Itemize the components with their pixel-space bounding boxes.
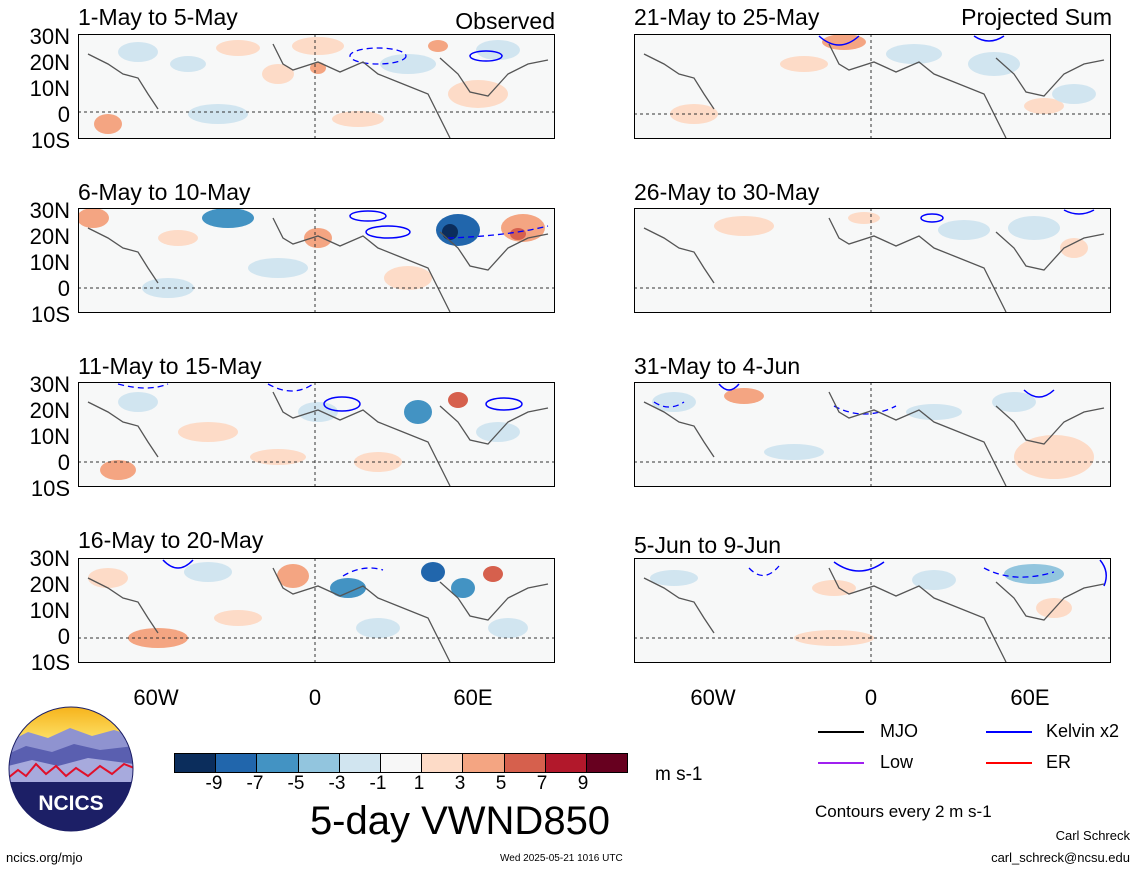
ncics-logo-text: NCICS [38, 792, 103, 815]
footer-author: Carl Schreck [1055, 828, 1130, 843]
colorbar-tick-label: 9 [577, 773, 589, 794]
lat-label-20n: 20N [29, 224, 70, 249]
map-panel-2 [78, 208, 555, 313]
colorbar-tick-label: -7 [246, 773, 264, 794]
lon-label-0-left: 0 [308, 685, 322, 710]
panel-title-8: 5-Jun to 9-Jun [634, 532, 782, 558]
colorbar-swatch [422, 754, 464, 772]
colorbar-swatch [586, 754, 628, 772]
map-panel-8 [634, 558, 1111, 663]
panel-title-6: 26-May to 30-May [634, 179, 820, 205]
projected-sum-label: Projected Sum [961, 4, 1112, 30]
lon-label-60e-right: 60E [1010, 685, 1050, 710]
map-panel-7 [634, 382, 1111, 487]
panel-title-7: 31-May to 4-Jun [634, 353, 801, 379]
lat-label-10n: 10N [29, 76, 70, 101]
legend-er-label: ER [1046, 752, 1072, 772]
map-panel-3 [78, 382, 555, 487]
legend-kelvin-line [986, 731, 1032, 733]
lat-label-30n: 30N [29, 546, 70, 571]
map-panel-5 [634, 34, 1111, 139]
colorbar-swatch [257, 754, 299, 772]
lat-label-10n: 10N [29, 250, 70, 275]
observed-label: Observed [455, 8, 555, 34]
colorbar-tick-label: 1 [413, 773, 425, 794]
lon-label-60w-left: 60W [133, 685, 179, 710]
lat-label-10s: 10S [30, 128, 70, 153]
legend-low-label: Low [880, 752, 914, 772]
colorbar-swatch [504, 754, 546, 772]
colorbar-swatch [339, 754, 381, 772]
ncics-logo: NCICS [8, 706, 134, 832]
legend-low-line [818, 762, 864, 764]
colorbar-ticks: -9 -7 -5 -3 -1 1 3 5 7 9 [196, 774, 636, 796]
colorbar-tick-label: 3 [454, 773, 466, 794]
colorbar [174, 753, 628, 773]
ncics-logo-graphic: NCICS [8, 706, 134, 832]
lat-label-20n: 20N [29, 572, 70, 597]
colorbar-tick-label: -1 [369, 773, 387, 794]
footer-email: carl_schreck@ncsu.edu [991, 850, 1130, 865]
colorbar-swatch [175, 754, 217, 772]
panel-title-5: 21-May to 25-May [634, 4, 820, 30]
legend-er-line [986, 762, 1032, 764]
lat-label-0: 0 [57, 276, 70, 301]
figure-title: 5-day VWND850 [309, 799, 611, 843]
footer-site: ncics.org/mjo [6, 850, 83, 865]
lon-label-0-right: 0 [864, 685, 878, 710]
lat-label-10s: 10S [30, 476, 70, 501]
panel-title-2: 6-May to 10-May [78, 179, 251, 205]
lat-label-0: 0 [57, 624, 70, 649]
colorbar-swatch [298, 754, 340, 772]
panel-title-3: 11-May to 15-May [78, 353, 262, 379]
panel-title-4: 16-May to 20-May [78, 527, 264, 553]
lat-label-0: 0 [57, 102, 70, 127]
footer-timestamp: Wed 2025-05-21 1016 UTC [500, 853, 623, 864]
lat-label-20n: 20N [29, 50, 70, 75]
legend-kelvin-label: Kelvin x2 [1046, 721, 1120, 741]
colorbar-swatch [380, 754, 423, 772]
colorbar-tick-label: -5 [287, 773, 305, 794]
lat-label-10n: 10N [29, 598, 70, 623]
legend-mjo-line [818, 731, 864, 733]
lat-label-30n: 30N [29, 372, 70, 397]
colorbar-tick-label: 7 [536, 773, 548, 794]
colorbar-tick-label: -9 [205, 773, 223, 794]
lat-label-30n: 30N [29, 198, 70, 223]
map-panel-1 [78, 34, 555, 139]
colorbar-swatch [216, 754, 258, 772]
lon-label-60e-left: 60E [453, 685, 493, 710]
panel-title-1: 1-May to 5-May [78, 4, 238, 30]
lon-label-60w-right: 60W [690, 685, 736, 710]
colorbar-units: m s-1 [655, 764, 703, 785]
map-panel-6 [634, 208, 1111, 313]
colorbar-swatch [545, 754, 587, 772]
contours-note: Contours every 2 m s-1 [815, 802, 992, 821]
lat-label-10n: 10N [29, 424, 70, 449]
colorbar-tick-label: 5 [495, 773, 507, 794]
lat-label-10s: 10S [30, 302, 70, 327]
lat-label-0: 0 [57, 450, 70, 475]
legend-mjo-label: MJO [880, 721, 918, 741]
lat-label-30n: 30N [29, 24, 70, 49]
colorbar-tick-label: -3 [328, 773, 346, 794]
colorbar-swatch [463, 754, 505, 772]
lat-label-20n: 20N [29, 398, 70, 423]
map-panel-4 [78, 558, 555, 663]
lat-label-10s: 10S [30, 650, 70, 675]
